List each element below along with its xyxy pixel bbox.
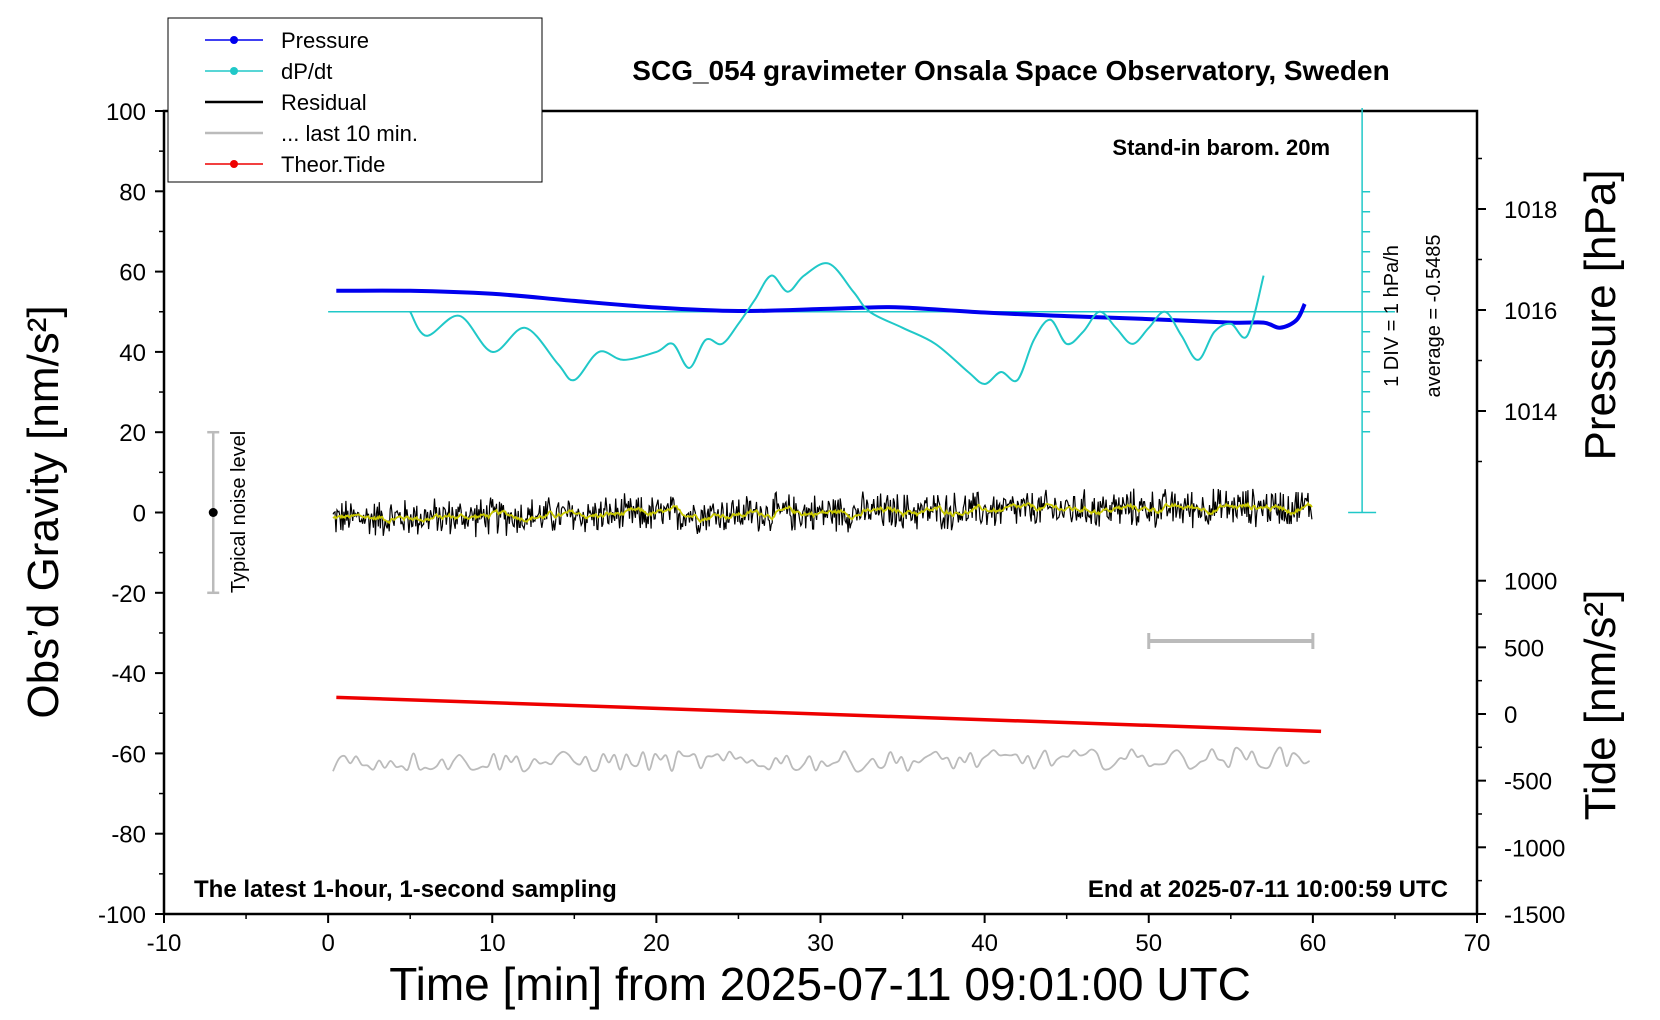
- noise-label: Typical noise level: [228, 431, 250, 593]
- x-tick-label: 20: [643, 930, 670, 957]
- legend-label: Theor.Tide: [281, 152, 385, 177]
- pressure-line: [336, 288, 1307, 330]
- tide-tick-label: -1500: [1504, 902, 1565, 929]
- tide-tick-label: 0: [1504, 702, 1517, 729]
- pressure-tick-label: 1016: [1504, 298, 1557, 325]
- legend-label: Residual: [281, 90, 367, 115]
- x-tick-label: 40: [971, 930, 998, 957]
- legend-swatch-marker: [230, 160, 238, 168]
- tide-tick-label: -500: [1504, 769, 1552, 796]
- end-time-note: End at 2025-07-11 10:00:59 UTC: [1088, 876, 1448, 903]
- y-tick-label: 80: [119, 179, 146, 206]
- noise-dot: [208, 508, 218, 517]
- y-tick-label: -80: [111, 822, 146, 849]
- pressure-axis-layer: [328, 108, 1395, 514]
- y-axis-label-left: Obs’d Gravity [nm/s²]: [19, 305, 68, 718]
- div-scale-note: 1 DIV = 1 hPa/h: [1381, 245, 1403, 387]
- legend-item: dP/dt: [205, 59, 332, 84]
- residual-smoothed-line: [332, 501, 1313, 525]
- legend-item: Pressure: [205, 28, 369, 53]
- y-tick-label: -40: [111, 661, 146, 688]
- pressure-tick-label: 1014: [1504, 399, 1557, 426]
- legend-label: Pressure: [281, 28, 369, 53]
- y-axis-label-tide: Tide [nm/s²]: [1576, 590, 1625, 821]
- tide-tick-label: 500: [1504, 635, 1544, 662]
- x-tick-label: 30: [807, 930, 834, 957]
- x-tick-label: 70: [1464, 930, 1491, 957]
- legend-item: Theor.Tide: [205, 152, 385, 177]
- theor-tide-line: [336, 695, 1322, 734]
- x-tick-label: 0: [321, 930, 334, 957]
- y-axis-label-pressure: Pressure [hPa]: [1576, 169, 1625, 460]
- y-tick-label: 60: [119, 260, 146, 287]
- latest-note: The latest 1-hour, 1-second sampling: [194, 876, 617, 903]
- x-tick-label: 60: [1300, 930, 1327, 957]
- x-tick-label: 10: [479, 930, 506, 957]
- noise-level-annotation: Typical noise level: [207, 431, 250, 595]
- legend-label: ... last 10 min.: [281, 121, 418, 146]
- tide-tick-label: -1000: [1504, 835, 1565, 862]
- y-tick-label: 0: [133, 501, 146, 528]
- chart-title: SCG_054 gravimeter Onsala Space Observat…: [632, 55, 1389, 86]
- x-tick-label: 50: [1135, 930, 1162, 957]
- residual-line: [332, 488, 1313, 538]
- y-tick-label: 40: [119, 340, 146, 367]
- legend-swatch-marker: [230, 36, 238, 44]
- y-tick-label: 100: [106, 99, 146, 126]
- x-axis-label: Time [min] from 2025-07-11 09:01:00 UTC: [389, 958, 1251, 1010]
- series-layer: [332, 262, 1322, 773]
- legend-box: [167, 17, 543, 183]
- x-tick-label: -10: [147, 930, 182, 957]
- legend-label: dP/dt: [281, 59, 332, 84]
- y-tick-label: 20: [119, 420, 146, 447]
- legend-items: Pressure dP/dt Residual ... last 10 min. The…: [205, 28, 418, 177]
- legend-item: ... last 10 min.: [205, 121, 418, 146]
- y-tick-label: -60: [111, 741, 146, 768]
- legend-item: Residual: [205, 90, 367, 115]
- tide-tick-label: 1000: [1504, 569, 1557, 596]
- barometer-note: Stand-in barom. 20m: [1112, 135, 1330, 160]
- legend: Pressure dP/dt Residual ... last 10 min. The…: [167, 17, 543, 183]
- y-tick-label: -100: [98, 902, 146, 929]
- legend-swatch-marker: [230, 67, 238, 75]
- dpdt-line: [409, 262, 1265, 386]
- last-10-min-line: [332, 746, 1311, 773]
- axes-layer: -10 0 10 20 30 40 50 60 70100806040200-20-40-60-…: [98, 99, 1565, 957]
- y-tick-label: -20: [111, 581, 146, 608]
- average-note: average = -0.5485: [1423, 235, 1445, 398]
- pressure-tick-label: 1018: [1504, 197, 1557, 224]
